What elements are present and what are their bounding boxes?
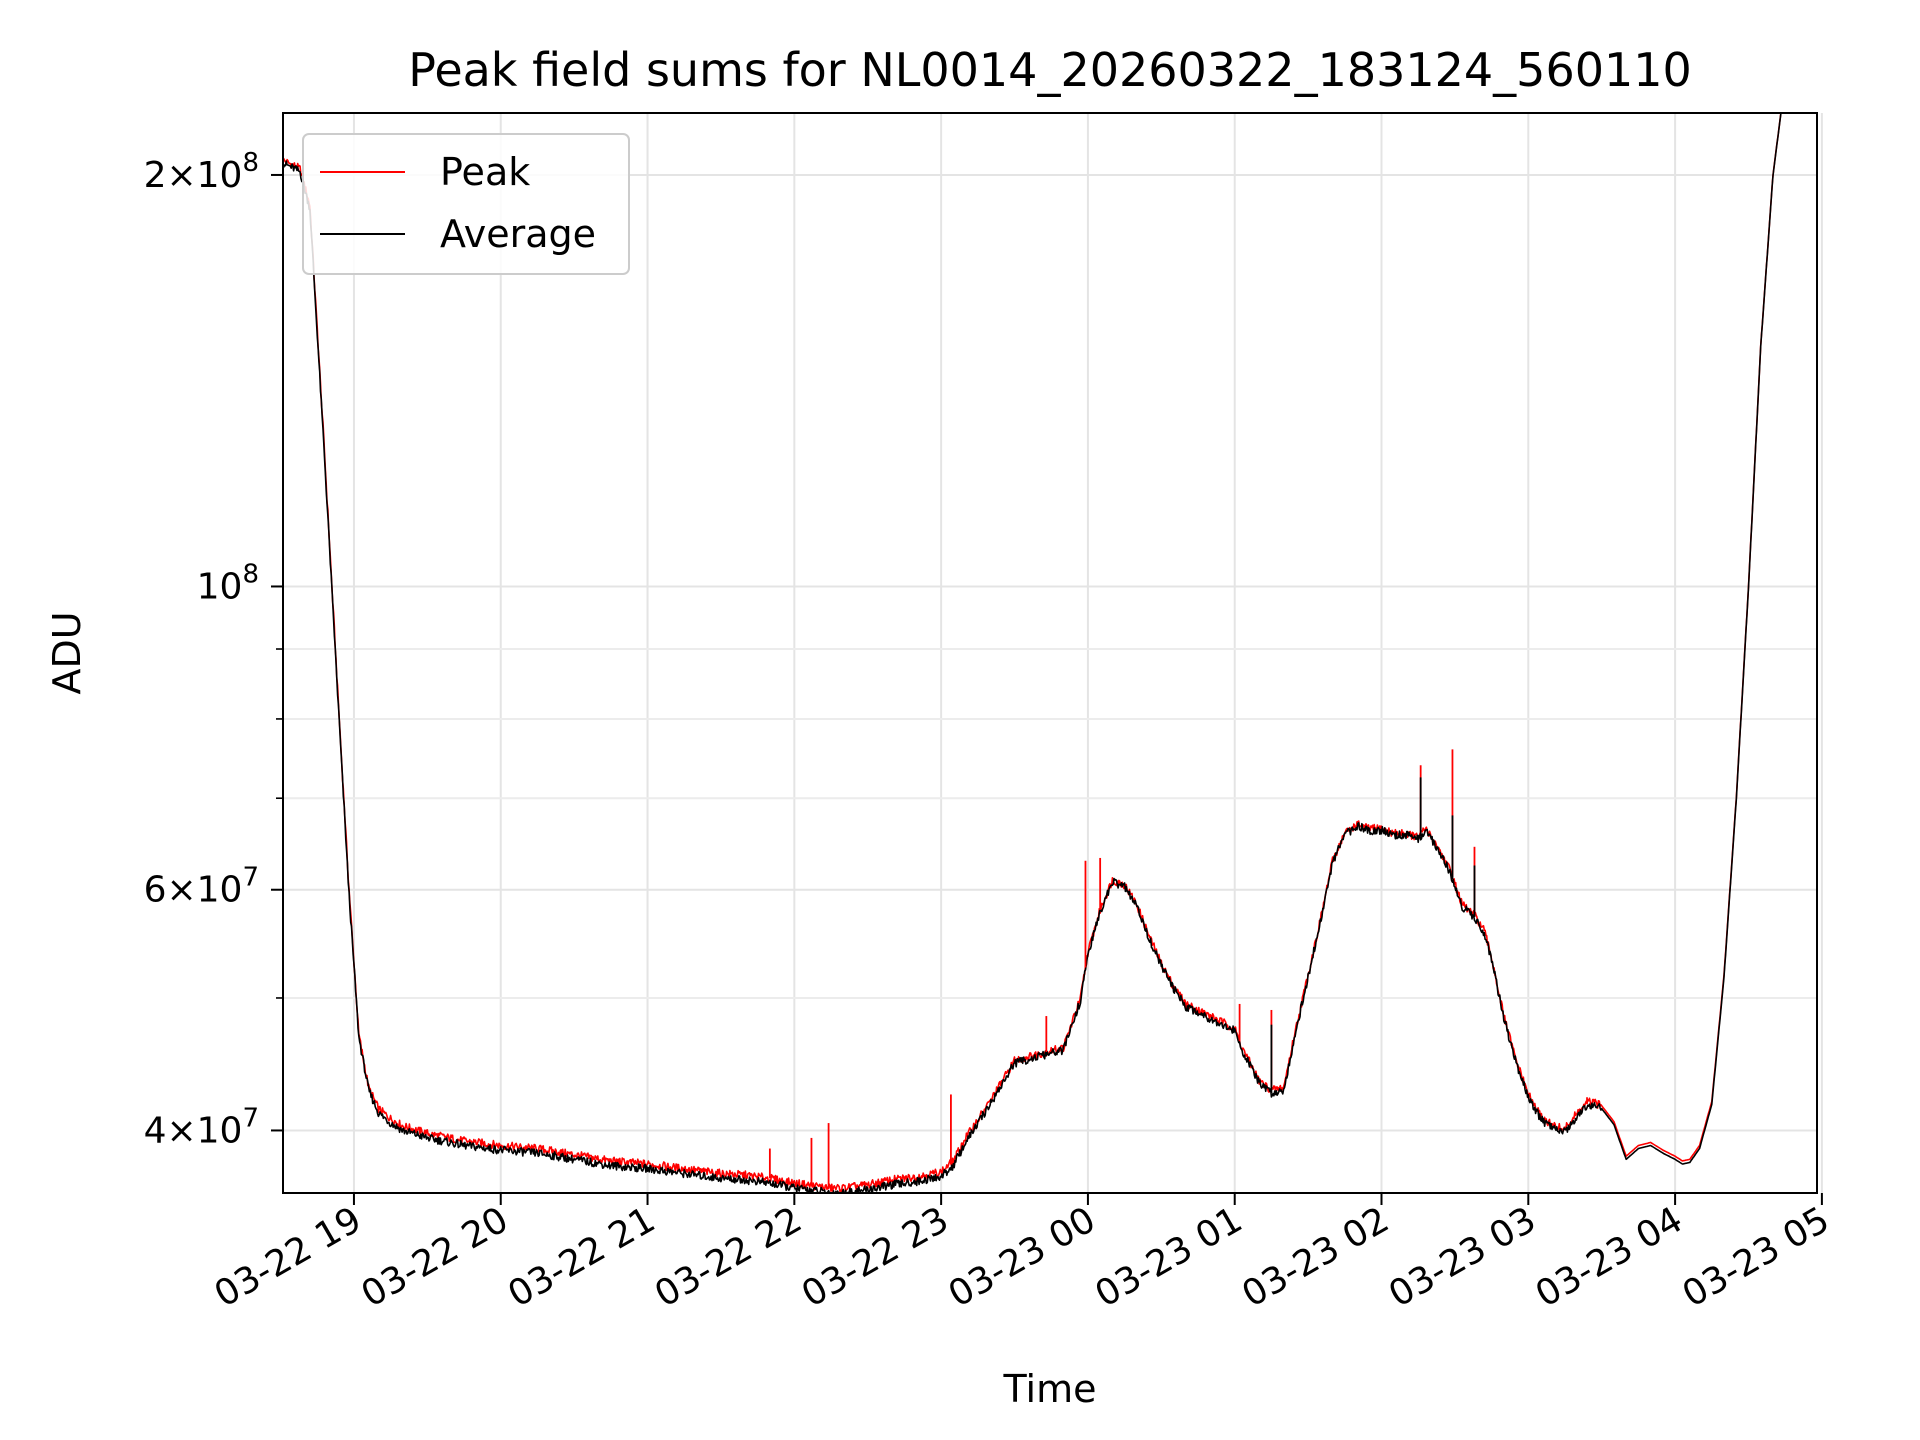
legend-box xyxy=(302,133,630,275)
x-tick-label: 03-22 19 xyxy=(208,1199,369,1315)
x-tick-label: 03-22 22 xyxy=(648,1199,809,1315)
legend: Peak Average xyxy=(302,133,630,275)
plot-area xyxy=(283,113,1782,1193)
x-tick-label: 03-23 00 xyxy=(942,1199,1103,1315)
legend-label-average: Average xyxy=(440,212,596,256)
chart-title: Peak field sums for NL0014_20260322_1831… xyxy=(408,43,1692,97)
y-tick-mantissa: 6 xyxy=(144,870,167,911)
y-tick-times: ×10 xyxy=(166,155,242,196)
y-tick-label: 108 xyxy=(197,559,259,607)
x-tick-label: 03-23 02 xyxy=(1235,1199,1396,1315)
y-tick-times: ×10 xyxy=(166,1110,242,1151)
y-tick-exponent: 7 xyxy=(242,863,259,893)
y-tick-times: ×10 xyxy=(166,870,242,911)
y-tick-mantissa: 4 xyxy=(144,1110,167,1151)
grid xyxy=(283,113,1823,1193)
x-tick-label: 03-22 21 xyxy=(501,1199,662,1315)
x-tick-label: 03-23 01 xyxy=(1089,1199,1250,1315)
y-tick-label: 4×107 xyxy=(144,1103,259,1151)
x-tick-label: 03-23 04 xyxy=(1529,1199,1690,1315)
plot-frame xyxy=(282,112,1818,1194)
y-tick-label: 6×107 xyxy=(144,863,259,911)
y-axis-title: ADU xyxy=(45,611,89,694)
y-tick-label: 2×108 xyxy=(144,148,259,196)
x-tick-label: 03-22 20 xyxy=(355,1199,516,1315)
x-tick-label: 03-23 03 xyxy=(1382,1199,1543,1315)
x-tick-label: 03-22 23 xyxy=(795,1199,956,1315)
x-axis-title: Time xyxy=(1003,1367,1097,1411)
y-tick-exponent: 7 xyxy=(242,1103,259,1133)
y-tick-base: 10 xyxy=(197,566,243,607)
legend-label-peak: Peak xyxy=(440,150,530,194)
x-tick-label: 03-23 05 xyxy=(1676,1199,1837,1315)
y-tick-exponent: 8 xyxy=(242,148,259,178)
series-line-average xyxy=(283,113,1782,1193)
y-tick-mantissa: 2 xyxy=(144,155,167,196)
y-tick-exponent: 8 xyxy=(242,559,259,589)
